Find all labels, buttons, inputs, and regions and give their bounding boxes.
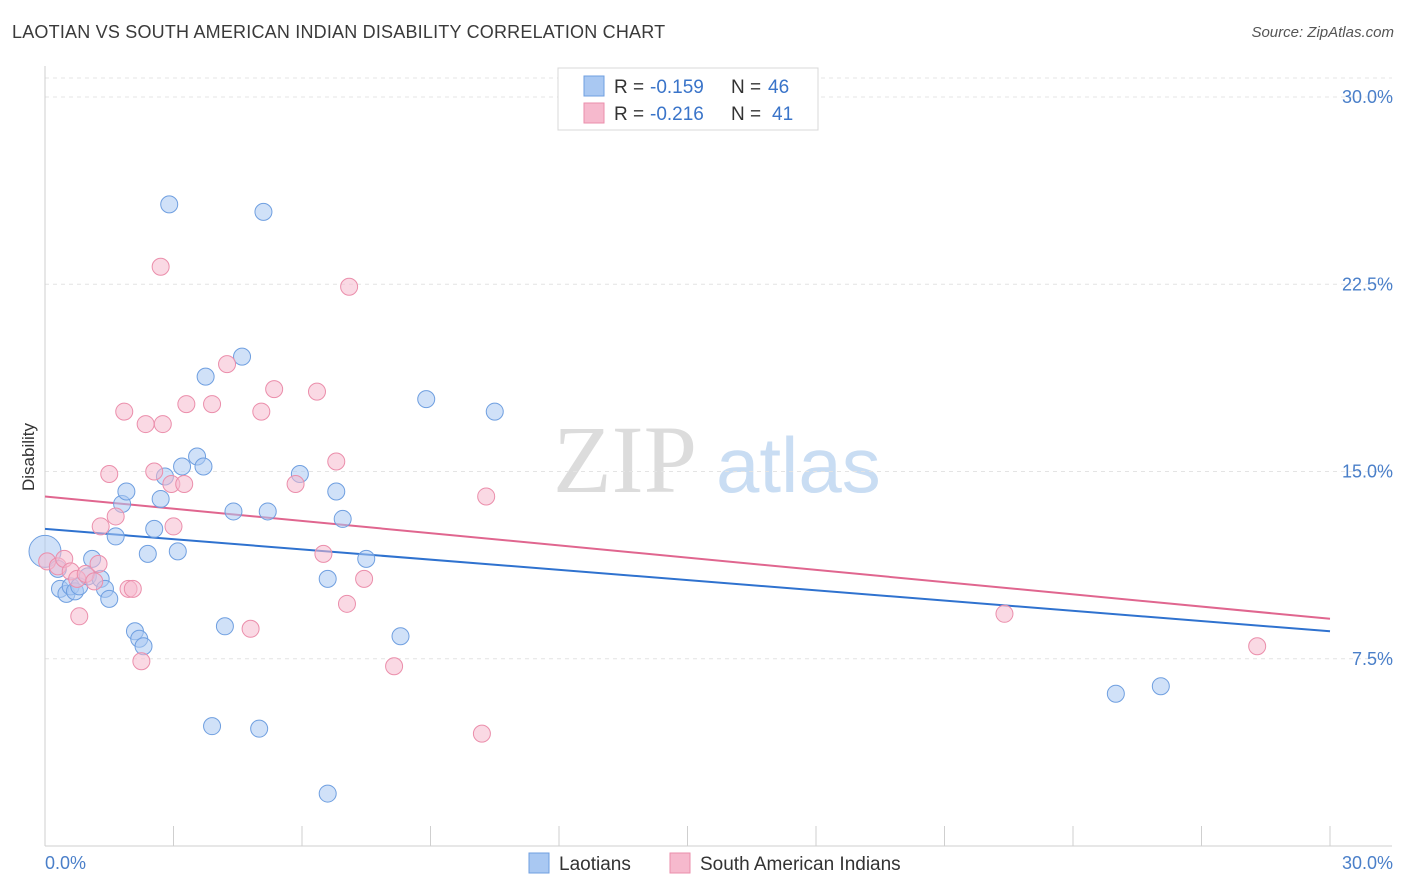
legend-swatch-laotian <box>583 75 605 97</box>
data-point-sai <box>164 517 183 536</box>
data-point-sai <box>203 395 222 414</box>
data-point-sai <box>123 579 142 598</box>
data-point-sai <box>477 487 496 506</box>
data-point-sai <box>218 355 237 374</box>
data-point-laotian <box>106 527 125 546</box>
data-point-sai <box>1248 637 1267 656</box>
data-point-laotian <box>391 627 410 646</box>
data-point-sai <box>995 604 1014 623</box>
data-point-laotian <box>100 589 119 608</box>
tick-labels: 7.5% 15.0% 22.5% 30.0% 0.0% 30.0% <box>45 87 1393 873</box>
data-point-laotian <box>160 195 179 214</box>
data-point-sai <box>100 464 119 483</box>
data-point-sai <box>91 517 110 536</box>
trend-line-laotian <box>44 527 1331 633</box>
data-point-sai <box>472 724 491 743</box>
data-point-sai <box>307 382 326 401</box>
data-point-sai <box>314 544 333 563</box>
chart-title: LAOTIAN VS SOUTH AMERICAN INDIAN DISABIL… <box>12 22 666 42</box>
data-point-sai <box>252 402 271 421</box>
data-point-laotian <box>117 482 136 501</box>
x-tick-label-max: 30.0% <box>1342 853 1393 873</box>
data-point-laotian <box>417 390 436 409</box>
y-tick-label: 15.0% <box>1342 462 1393 482</box>
data-point-laotian <box>357 549 376 568</box>
data-point-laotian <box>318 784 337 803</box>
data-point-sai <box>70 607 89 626</box>
data-points <box>28 195 1267 803</box>
data-point-sai <box>153 415 172 434</box>
data-point-sai <box>286 474 305 493</box>
data-point-sai <box>340 277 359 296</box>
legend-laotian-n-label: N = <box>731 77 761 98</box>
watermark-atlas: atlas <box>716 421 881 509</box>
bottom-legend-sai: South American Indians <box>700 854 901 875</box>
series-legend: Laotians South American Indians <box>528 852 901 875</box>
data-point-sai <box>175 474 194 493</box>
source-label: Source: ZipAtlas.com <box>1251 24 1394 41</box>
data-point-sai <box>151 257 170 276</box>
legend-sai-n-label: N = <box>731 104 761 125</box>
data-point-laotian <box>215 617 234 636</box>
data-point-laotian <box>194 457 213 476</box>
legend-laotian-r-value: -0.159 <box>650 77 704 98</box>
data-point-sai <box>385 657 404 676</box>
data-point-laotian <box>203 717 222 736</box>
y-tick-label: 22.5% <box>1342 274 1393 294</box>
data-point-laotian <box>145 519 164 538</box>
data-point-sai <box>265 380 284 399</box>
data-point-sai <box>327 452 346 471</box>
bottom-legend-swatch-sai <box>669 852 691 874</box>
data-point-sai <box>136 415 155 434</box>
data-point-laotian <box>168 542 187 561</box>
trend-lines <box>44 495 1331 633</box>
legend-sai-r-label: R = <box>614 104 644 125</box>
correlation-legend: R = -0.159 N = 46 R = -0.216 N = 41 <box>557 67 819 131</box>
data-point-sai <box>106 507 125 526</box>
legend-sai-n-value: 41 <box>772 104 793 125</box>
data-point-laotian <box>134 637 153 656</box>
data-point-laotian <box>233 347 252 366</box>
bottom-legend-laotian: Laotians <box>559 854 631 875</box>
x-tick-label-min: 0.0% <box>45 853 86 873</box>
data-point-laotian <box>318 569 337 588</box>
data-point-sai <box>177 395 196 414</box>
data-point-sai <box>132 652 151 671</box>
y-axis-label: Disability <box>19 422 38 491</box>
y-tick-label: 30.0% <box>1342 87 1393 107</box>
data-point-laotian <box>224 502 243 521</box>
axes <box>44 66 1392 847</box>
grid-lines <box>45 77 1392 660</box>
data-point-laotian <box>333 509 352 528</box>
trend-line-sai <box>44 495 1331 620</box>
data-point-sai <box>241 619 260 638</box>
data-point-sai <box>145 462 164 481</box>
legend-laotian-r-label: R = <box>614 77 644 98</box>
legend-laotian-n-value: 46 <box>768 77 789 98</box>
legend-sai-r-value: -0.216 <box>650 104 704 125</box>
data-point-laotian <box>138 544 157 563</box>
data-point-laotian <box>485 402 504 421</box>
data-point-laotian <box>151 489 170 508</box>
legend-swatch-sai <box>583 102 605 124</box>
data-point-sai <box>85 572 104 591</box>
data-point-sai <box>355 569 374 588</box>
data-point-sai <box>337 594 356 613</box>
data-point-laotian <box>196 367 215 386</box>
data-point-laotian <box>173 457 192 476</box>
data-point-sai <box>115 402 134 421</box>
data-point-laotian <box>327 482 346 501</box>
data-point-sai <box>89 554 108 573</box>
bottom-legend-swatch-laotian <box>528 852 550 874</box>
watermark-zip: ZIP <box>553 406 697 513</box>
data-point-laotian <box>258 502 277 521</box>
data-point-laotian <box>250 719 269 738</box>
y-tick-label: 7.5% <box>1352 649 1393 669</box>
data-point-laotian <box>254 202 273 221</box>
data-point-laotian <box>1151 677 1170 696</box>
data-point-laotian <box>1106 684 1125 703</box>
